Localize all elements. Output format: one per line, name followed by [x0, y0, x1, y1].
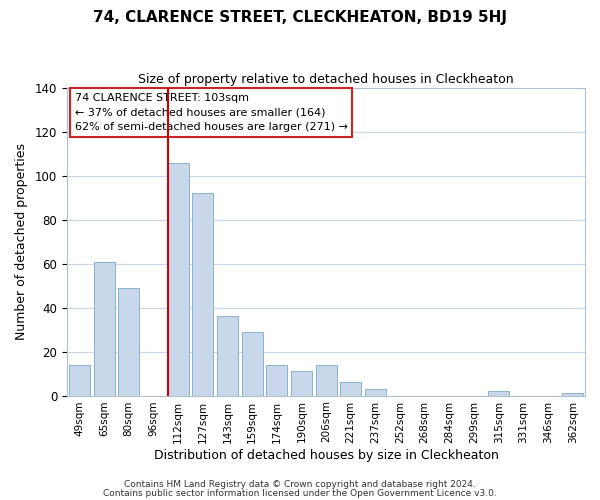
X-axis label: Distribution of detached houses by size in Cleckheaton: Distribution of detached houses by size … — [154, 450, 499, 462]
Bar — [242, 332, 263, 396]
Bar — [340, 382, 361, 396]
Bar — [69, 365, 90, 396]
Title: Size of property relative to detached houses in Cleckheaton: Size of property relative to detached ho… — [138, 72, 514, 86]
Bar — [316, 365, 337, 396]
Text: Contains public sector information licensed under the Open Government Licence v3: Contains public sector information licen… — [103, 488, 497, 498]
Bar — [94, 262, 115, 396]
Bar — [562, 394, 583, 396]
Bar — [167, 162, 188, 396]
Bar — [118, 288, 139, 396]
Bar — [365, 389, 386, 396]
Bar — [291, 372, 312, 396]
Bar — [192, 194, 213, 396]
Bar — [217, 316, 238, 396]
Text: Contains HM Land Registry data © Crown copyright and database right 2024.: Contains HM Land Registry data © Crown c… — [124, 480, 476, 489]
Text: 74, CLARENCE STREET, CLECKHEATON, BD19 5HJ: 74, CLARENCE STREET, CLECKHEATON, BD19 5… — [93, 10, 507, 25]
Bar — [488, 391, 509, 396]
Y-axis label: Number of detached properties: Number of detached properties — [15, 144, 28, 340]
Bar — [266, 365, 287, 396]
Text: 74 CLARENCE STREET: 103sqm
← 37% of detached houses are smaller (164)
62% of sem: 74 CLARENCE STREET: 103sqm ← 37% of deta… — [75, 92, 348, 132]
